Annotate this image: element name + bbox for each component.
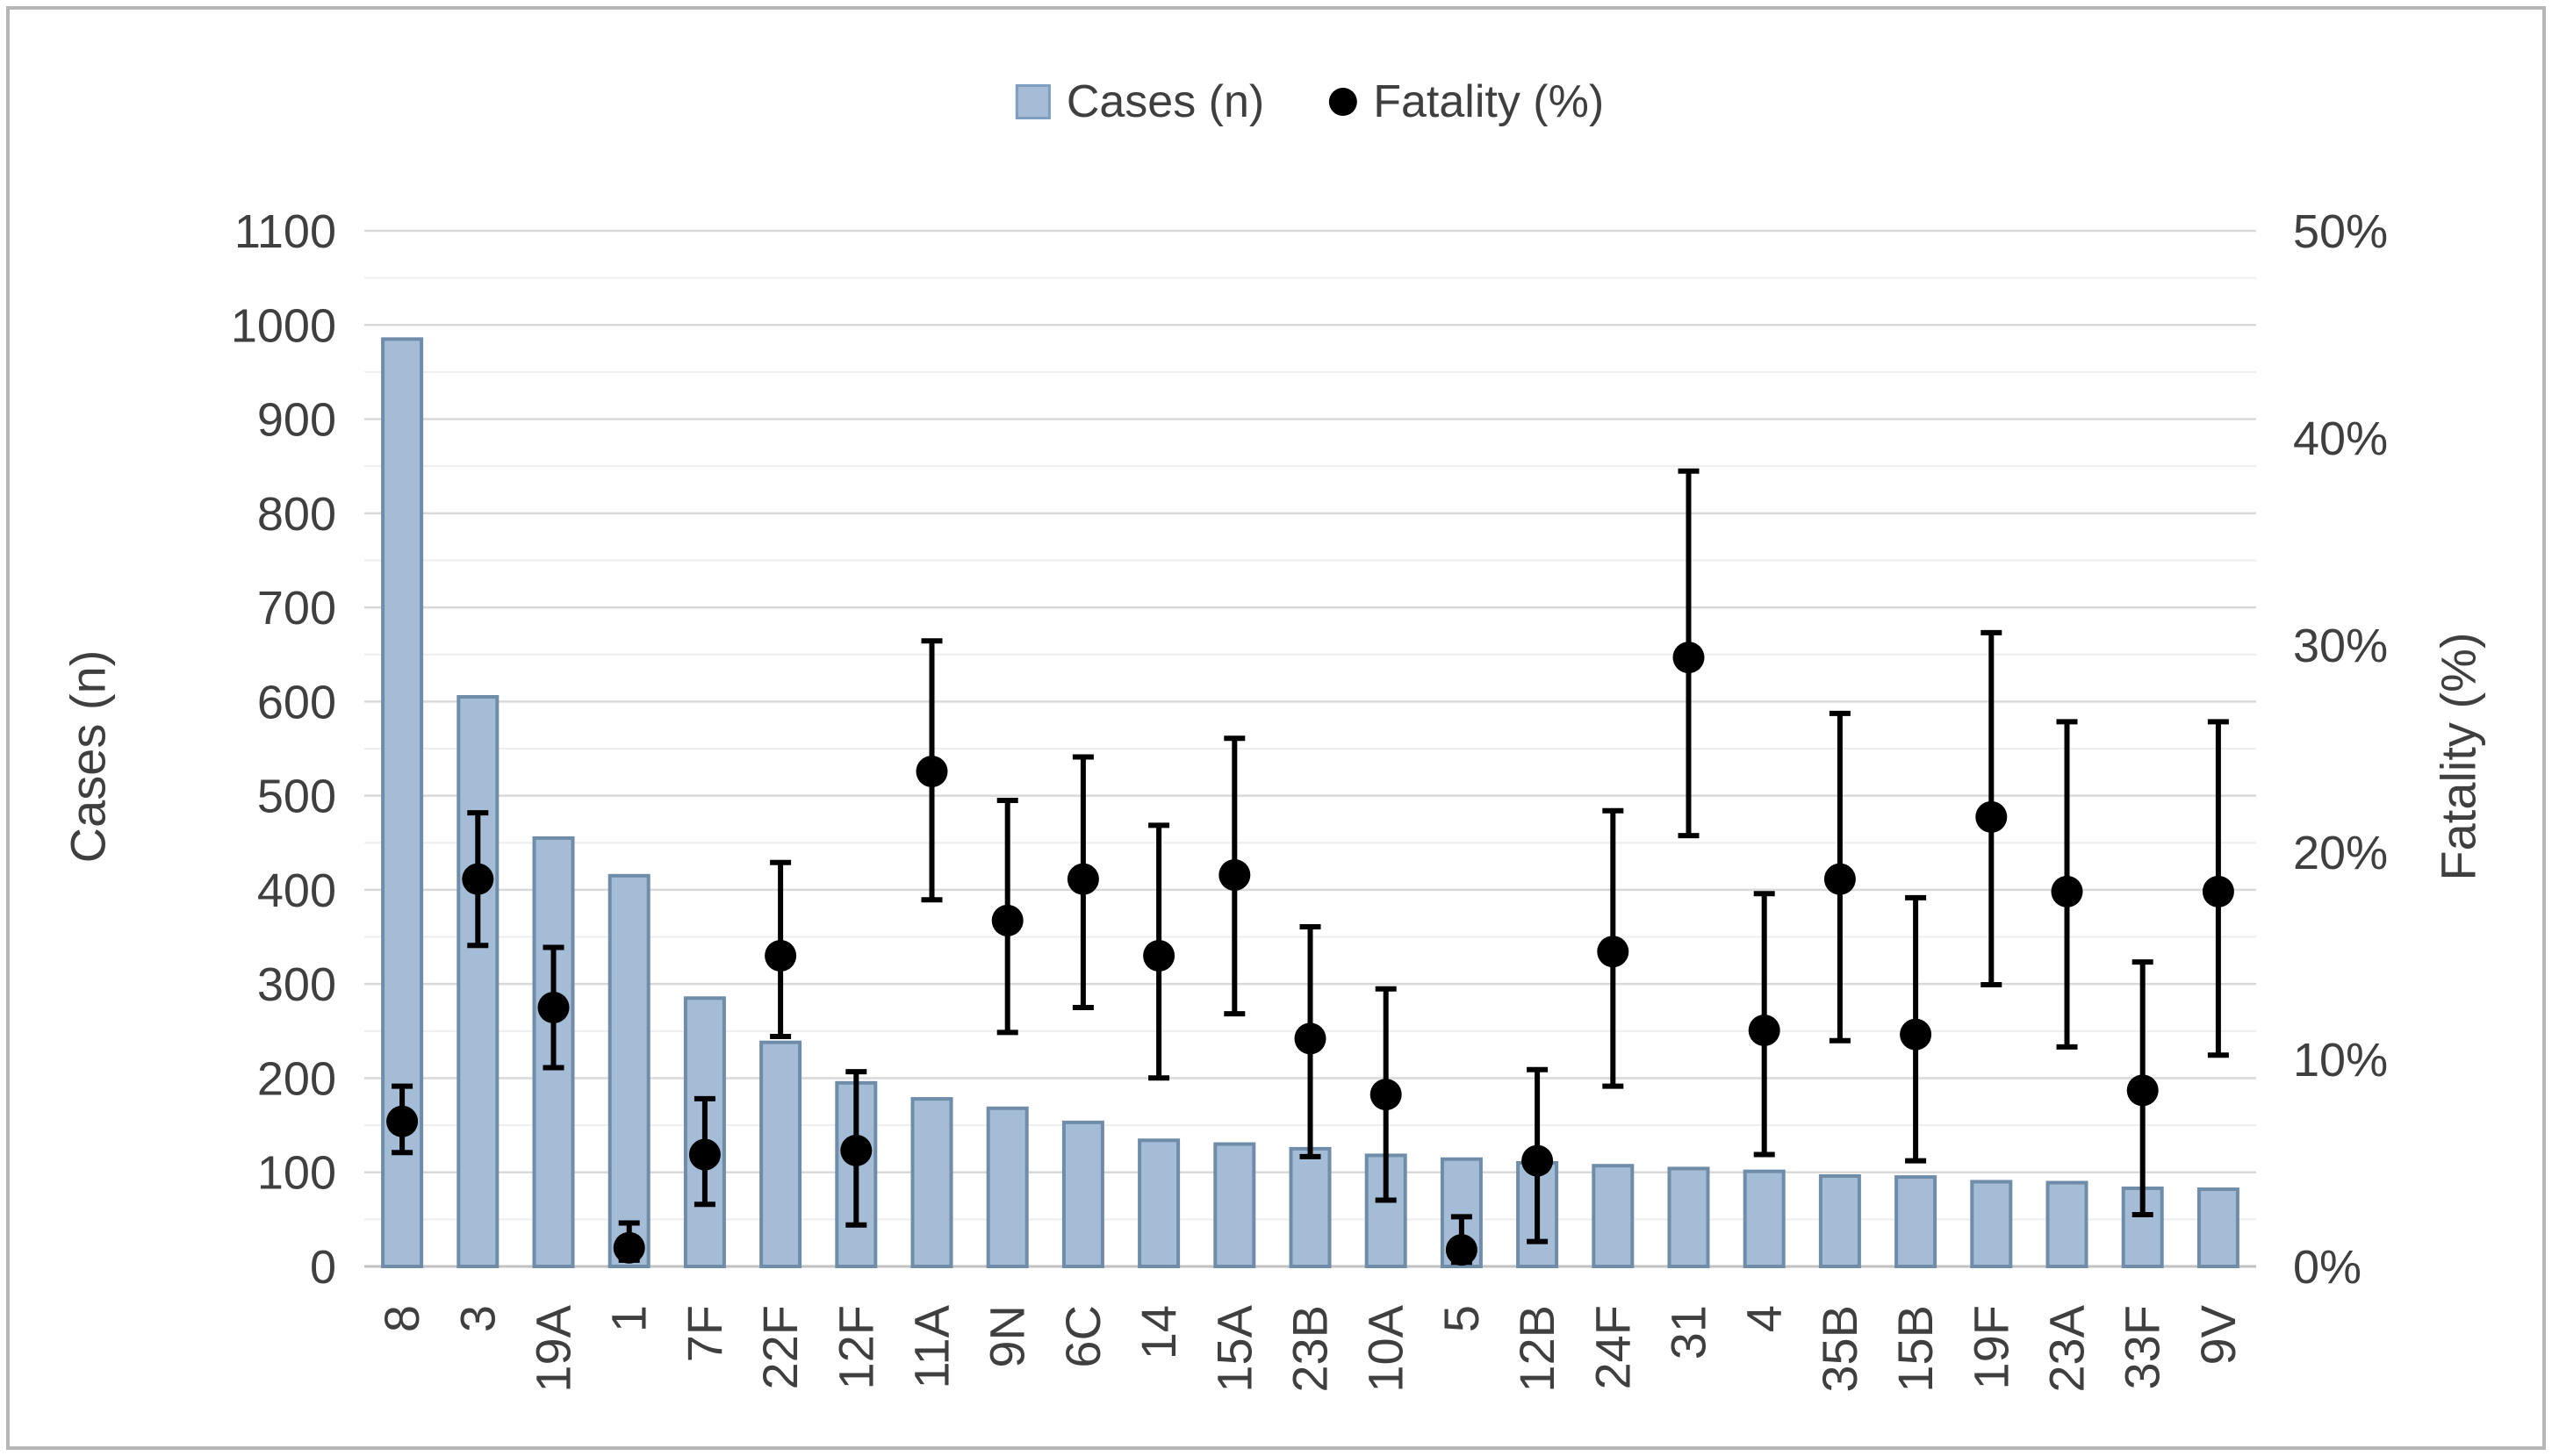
fatality-dot-9N (991, 904, 1024, 936)
legend-item-fatality: Fatality (%) (1329, 75, 1604, 128)
fatality-dot-15B (1900, 1018, 1932, 1051)
bar-22F (759, 1040, 802, 1269)
x-axis-category-label: 19A (526, 1304, 581, 1392)
x-axis-category-label: 23B (1283, 1305, 1338, 1393)
left-axis-tick-label: 200 (257, 1052, 336, 1105)
right-axis-tick-label: 30% (2293, 620, 2388, 672)
chart-legend: Cases (n) Fatality (%) (1015, 75, 1604, 128)
x-axis-category-label: 15B (1887, 1305, 1943, 1393)
fatality-dot-23A (2051, 875, 2083, 907)
x-axis-category-label: 10A (1358, 1304, 1413, 1392)
bar-14 (1138, 1138, 1181, 1268)
left-axis-title: Cases (n) (60, 649, 116, 864)
x-axis-category-label: 3 (449, 1305, 505, 1332)
right-axis-tick-label: 10% (2293, 1034, 2388, 1087)
x-axis-category-label: 9N (980, 1305, 1035, 1368)
left-axis-tick-label: 100 (257, 1147, 336, 1200)
fatality-dot-10A (1369, 1079, 1402, 1111)
x-axis-category-label: 4 (1736, 1305, 1792, 1332)
x-axis-category-label: 22F (752, 1305, 808, 1390)
fatality-dot-9V (2202, 875, 2234, 907)
bar-35B (1818, 1174, 1861, 1269)
bar-15A (1213, 1142, 1256, 1268)
right-axis-tick-label: 40% (2293, 412, 2388, 465)
x-axis-category-label: 15A (1206, 1304, 1262, 1392)
x-axis-category-label: 23A (2039, 1304, 2095, 1392)
x-axis-category-label: 9V (2190, 1304, 2246, 1365)
bar-24F (1592, 1164, 1635, 1268)
fatality-dot-1 (613, 1231, 645, 1264)
left-axis-tick-label: 900 (257, 394, 336, 447)
right-axis-tick-label: 50% (2293, 205, 2388, 258)
left-axis-tick-label: 1100 (234, 205, 336, 258)
fatality-dot-5 (1445, 1234, 1477, 1266)
left-axis-tick-label: 300 (257, 958, 336, 1011)
x-axis-category-label: 8 (374, 1305, 429, 1332)
left-axis-tick-label: 1000 (231, 299, 336, 352)
fatality-dot-12B (1521, 1144, 1554, 1177)
x-axis-category-label: 6C (1055, 1305, 1111, 1368)
legend-item-cases: Cases (n) (1015, 75, 1265, 128)
bar-series-swatch-icon (1015, 84, 1051, 119)
fatality-dot-19A (537, 992, 570, 1023)
right-axis-tick-label: 0% (2293, 1241, 2361, 1294)
fatality-dot-8 (386, 1105, 419, 1137)
fatality-dot-22F (765, 940, 797, 972)
x-axis-category-label: 11A (904, 1304, 960, 1388)
fatality-dot-4 (1748, 1014, 1780, 1046)
fatality-dot-15A (1218, 858, 1251, 891)
fatality-dot-23B (1294, 1022, 1326, 1055)
bar-23B (1289, 1146, 1332, 1268)
fatality-dot-7F (688, 1138, 721, 1171)
fatality-dot-12F (840, 1134, 873, 1166)
bar-3 (456, 695, 500, 1268)
left-axis-tick-label: 0 (310, 1241, 336, 1294)
left-axis-tick-label: 800 (257, 488, 336, 541)
x-axis-category-label: 31 (1661, 1305, 1716, 1359)
bar-31 (1667, 1166, 1710, 1269)
bar-1 (607, 873, 651, 1268)
fatality-dot-14 (1143, 940, 1175, 972)
x-axis-category-label: 12F (828, 1305, 883, 1390)
x-axis-category-label: 24F (1585, 1305, 1640, 1390)
fatality-dot-31 (1672, 642, 1705, 674)
x-axis-category-label: 19F (1963, 1305, 2018, 1390)
x-axis-category-label: 1 (601, 1305, 657, 1332)
x-axis-category-label: 14 (1131, 1305, 1186, 1359)
x-axis-category-label: 35B (1812, 1305, 1867, 1393)
bar-6C (1061, 1120, 1104, 1268)
left-axis-tick-label: 500 (257, 771, 336, 823)
fatality-dot-19F (1975, 800, 2008, 833)
fatality-dot-24F (1597, 936, 1629, 968)
x-axis-category-label: 5 (1434, 1305, 1489, 1332)
bar-9V (2196, 1187, 2239, 1269)
right-axis-tick-label: 20% (2293, 827, 2388, 879)
fatality-dot-33F (2126, 1074, 2159, 1107)
bar-9N (986, 1106, 1029, 1269)
fatality-dot-6C (1067, 863, 1099, 895)
fatality-dot-35B (1823, 863, 1856, 895)
legend-label-cases: Cases (n) (1066, 76, 1265, 127)
bar-19F (1970, 1180, 2013, 1269)
bar-23A (2045, 1180, 2088, 1268)
scatter-series-swatch-icon (1329, 88, 1358, 116)
bar-11A (910, 1097, 953, 1269)
x-axis-category-label: 33F (2115, 1305, 2170, 1390)
bar-15B (1894, 1175, 1937, 1269)
x-axis-category-label: 7F (677, 1305, 732, 1362)
left-axis-tick-label: 400 (257, 864, 336, 917)
fatality-dot-11A (916, 755, 948, 787)
fatality-dot-3 (462, 863, 494, 895)
legend-label-fatality: Fatality (%) (1373, 76, 1605, 127)
bar-10A (1364, 1153, 1407, 1269)
x-axis-category-label: 12B (1509, 1305, 1564, 1393)
right-axis-title: Fatality (%) (2430, 632, 2486, 881)
left-axis-tick-label: 700 (257, 582, 336, 635)
left-axis-tick-label: 600 (257, 676, 336, 728)
bar-4 (1743, 1169, 1786, 1268)
